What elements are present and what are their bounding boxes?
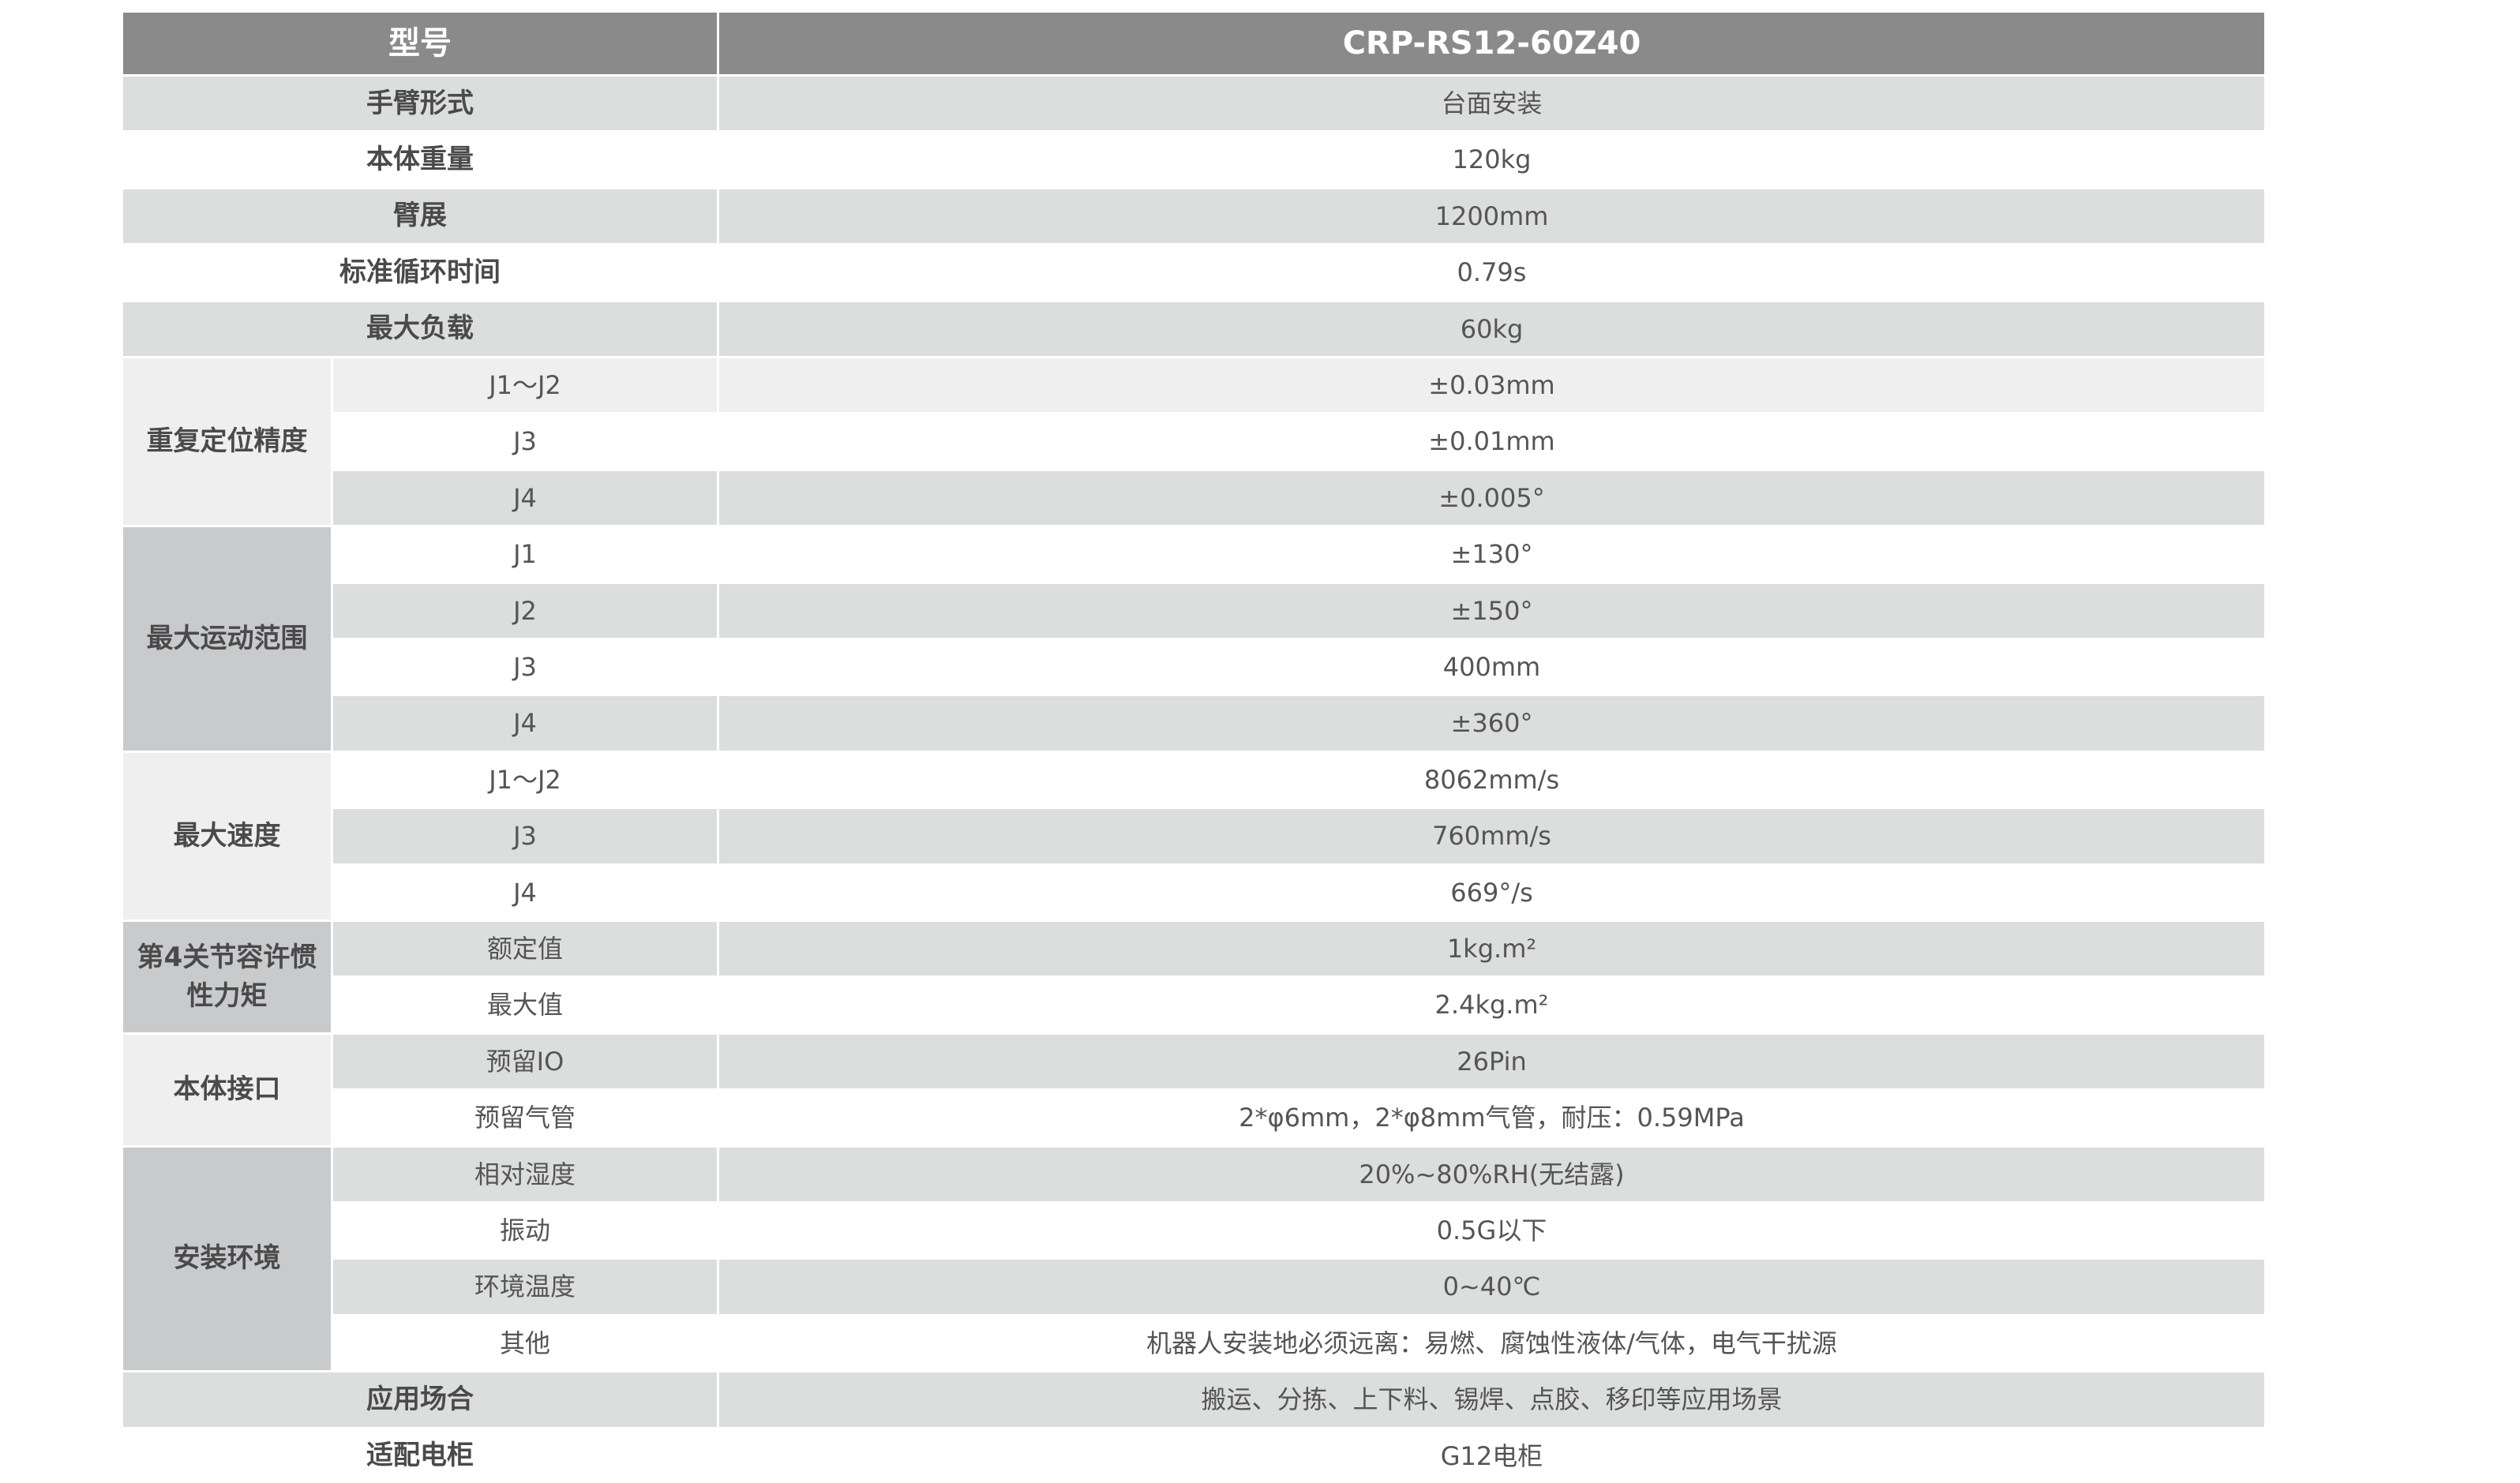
spec-value: ±0.03mm xyxy=(719,358,2264,413)
group-label: 第4关节容许惯性力矩 xyxy=(123,922,331,1032)
spec-value: 60kg xyxy=(719,301,2264,356)
spec-value: 120kg xyxy=(719,133,2264,187)
group-label: 本体接口 xyxy=(123,1034,331,1145)
spec-label: 适配电柜 xyxy=(123,1429,717,1483)
spec-value: ±0.01mm xyxy=(719,414,2264,469)
sub-label: 预留IO xyxy=(333,1034,717,1089)
sub-label: J1 xyxy=(333,527,717,582)
spec-value: 26Pin xyxy=(719,1034,2264,1089)
header-model: CRP-RS12-60Z40 xyxy=(719,13,2264,74)
spec-label: 手臂形式 xyxy=(123,77,717,131)
spec-value: 0.79s xyxy=(719,245,2264,300)
sub-label: J1～J2 xyxy=(333,752,717,807)
spec-value: 2*φ6mm，2*φ8mm气管，耐压：0.59MPa xyxy=(719,1091,2264,1145)
spec-value: 1kg.m² xyxy=(719,922,2264,976)
spec-value: 1200mm xyxy=(719,189,2264,244)
spec-value: 0.5G以下 xyxy=(719,1204,2264,1258)
spec-value: 机器人安装地必须远离：易燃、腐蚀性液体/气体，电气干扰源 xyxy=(719,1316,2264,1371)
sub-label: J3 xyxy=(333,414,717,469)
group-label: 最大运动范围 xyxy=(123,527,331,751)
sub-label: J1～J2 xyxy=(333,358,717,413)
sub-label: 预留气管 xyxy=(333,1091,717,1145)
sub-label: J3 xyxy=(333,640,717,695)
spec-label: 应用场合 xyxy=(123,1373,717,1427)
spec-value: ±150° xyxy=(719,583,2264,638)
spec-label: 标准循环时间 xyxy=(123,245,717,300)
group-label: 最大速度 xyxy=(123,752,331,919)
spec-value: 669°/s xyxy=(719,865,2264,919)
spec-value: 760mm/s xyxy=(719,809,2264,863)
group-label: 重复定位精度 xyxy=(123,358,331,526)
sub-label: J4 xyxy=(333,865,717,919)
spec-label: 最大负载 xyxy=(123,301,717,356)
sub-label: J3 xyxy=(333,809,717,863)
sub-label: 最大值 xyxy=(333,978,717,1032)
spec-value: G12电柜 xyxy=(719,1429,2264,1483)
group-label: 安装环境 xyxy=(123,1147,331,1371)
spec-value: 8062mm/s xyxy=(719,752,2264,807)
spec-value: 2.4kg.m² xyxy=(719,978,2264,1032)
spec-value: 0~40℃ xyxy=(719,1260,2264,1314)
sub-label: J2 xyxy=(333,583,717,638)
spec-value: 20%~80%RH(无结露) xyxy=(719,1147,2264,1201)
sub-label: 额定值 xyxy=(333,922,717,976)
spec-value: ±360° xyxy=(719,696,2264,751)
spec-value: 400mm xyxy=(719,640,2264,695)
spec-value: 搬运、分拣、上下料、锡焊、点胶、移印等应用场景 xyxy=(719,1373,2264,1427)
sub-label: 环境温度 xyxy=(333,1260,717,1314)
header-label: 型号 xyxy=(123,13,717,74)
spec-value: ±0.005° xyxy=(719,470,2264,526)
sub-label: 振动 xyxy=(333,1204,717,1258)
spec-label: 臂展 xyxy=(123,189,717,244)
spec-value: 台面安装 xyxy=(719,77,2264,131)
spec-value: ±130° xyxy=(719,527,2264,582)
sub-label: J4 xyxy=(333,696,717,751)
sub-label: 其他 xyxy=(333,1316,717,1371)
spec-label: 本体重量 xyxy=(123,133,717,187)
sub-label: J4 xyxy=(333,470,717,526)
sub-label: 相对湿度 xyxy=(333,1147,717,1201)
